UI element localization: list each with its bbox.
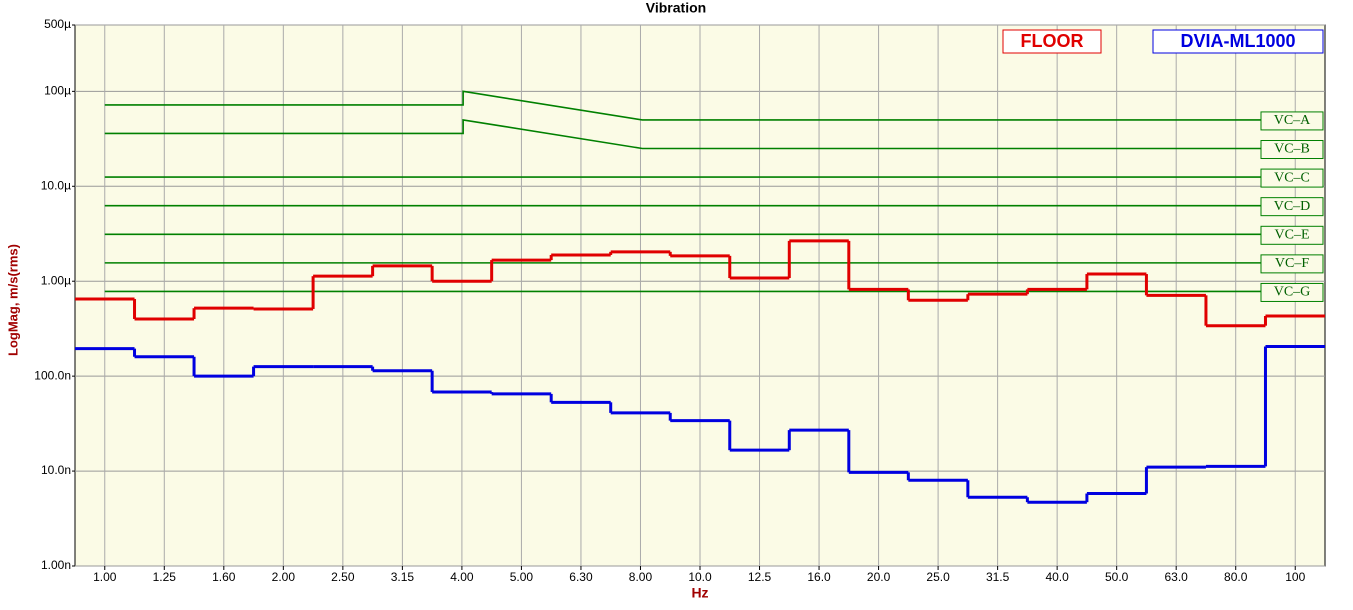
criterion-label: VC–F [1275,256,1309,271]
criterion-label: VC–D [1274,199,1311,214]
criterion-line [104,118,1296,150]
chart-title: Vibration [646,0,706,16]
criterion-label-box [1260,111,1324,131]
criterion-line [104,90,1296,121]
criterion-label: VC–G [1274,285,1311,300]
x-tick-label: 50.0 [1105,570,1129,584]
x-tick-label: 1.00 [93,570,117,584]
x-tick-label: 1.60 [212,570,236,584]
y-axis-label: LogMag, m/s(rms) [5,244,20,356]
legend-box [1002,29,1102,54]
x-tick-label: 10.0 [688,570,712,584]
criterion-label: VC–B [1274,142,1310,157]
y-tick-label: 100.0n [34,368,71,382]
x-tick-label: 8.00 [629,570,653,584]
y-tick-label: 500µ [44,17,71,31]
criterion-label-box [1260,140,1324,160]
x-tick-label: 5.00 [510,570,534,584]
x-tick-label: 6.30 [569,570,593,584]
criterion-label-box [1260,282,1324,302]
x-tick-label: 2.50 [331,570,355,584]
x-tick-label: 25.0 [926,570,950,584]
legend-label: DVIA-ML1000 [1180,31,1295,51]
criterion-label-box [1260,168,1324,188]
legend-box [1152,29,1324,54]
y-tick-label: 1.00n [41,558,71,572]
x-tick-label: 4.00 [450,570,474,584]
legend-label: FLOOR [1021,31,1084,51]
criterion-label-box [1260,197,1324,217]
x-tick-label: 40.0 [1045,570,1069,584]
x-tick-label: 2.00 [272,570,296,584]
x-tick-label: 63.0 [1165,570,1189,584]
y-tick-label: 100µ [44,84,71,98]
criterion-label: VC–E [1275,228,1310,243]
criterion-label-box [1260,225,1324,245]
x-tick-label: 100 [1285,570,1305,584]
x-tick-label: 80.0 [1224,570,1248,584]
x-axis-label: Hz [691,585,708,601]
x-tick-label: 16.0 [807,570,831,584]
x-tick-label: 1.25 [153,570,177,584]
criterion-label: VC–A [1274,113,1311,128]
criterion-label: VC–C [1274,170,1310,185]
x-tick-label: 3.15 [391,570,415,584]
y-tick-label: 10.0n [41,463,71,477]
x-tick-label: 31.5 [986,570,1010,584]
y-tick-label: 10.0µ [41,178,71,192]
criterion-label-box [1260,254,1324,274]
x-tick-label: 20.0 [867,570,891,584]
y-tick-label: 1.00µ [41,273,71,287]
x-tick-label: 12.5 [748,570,772,584]
